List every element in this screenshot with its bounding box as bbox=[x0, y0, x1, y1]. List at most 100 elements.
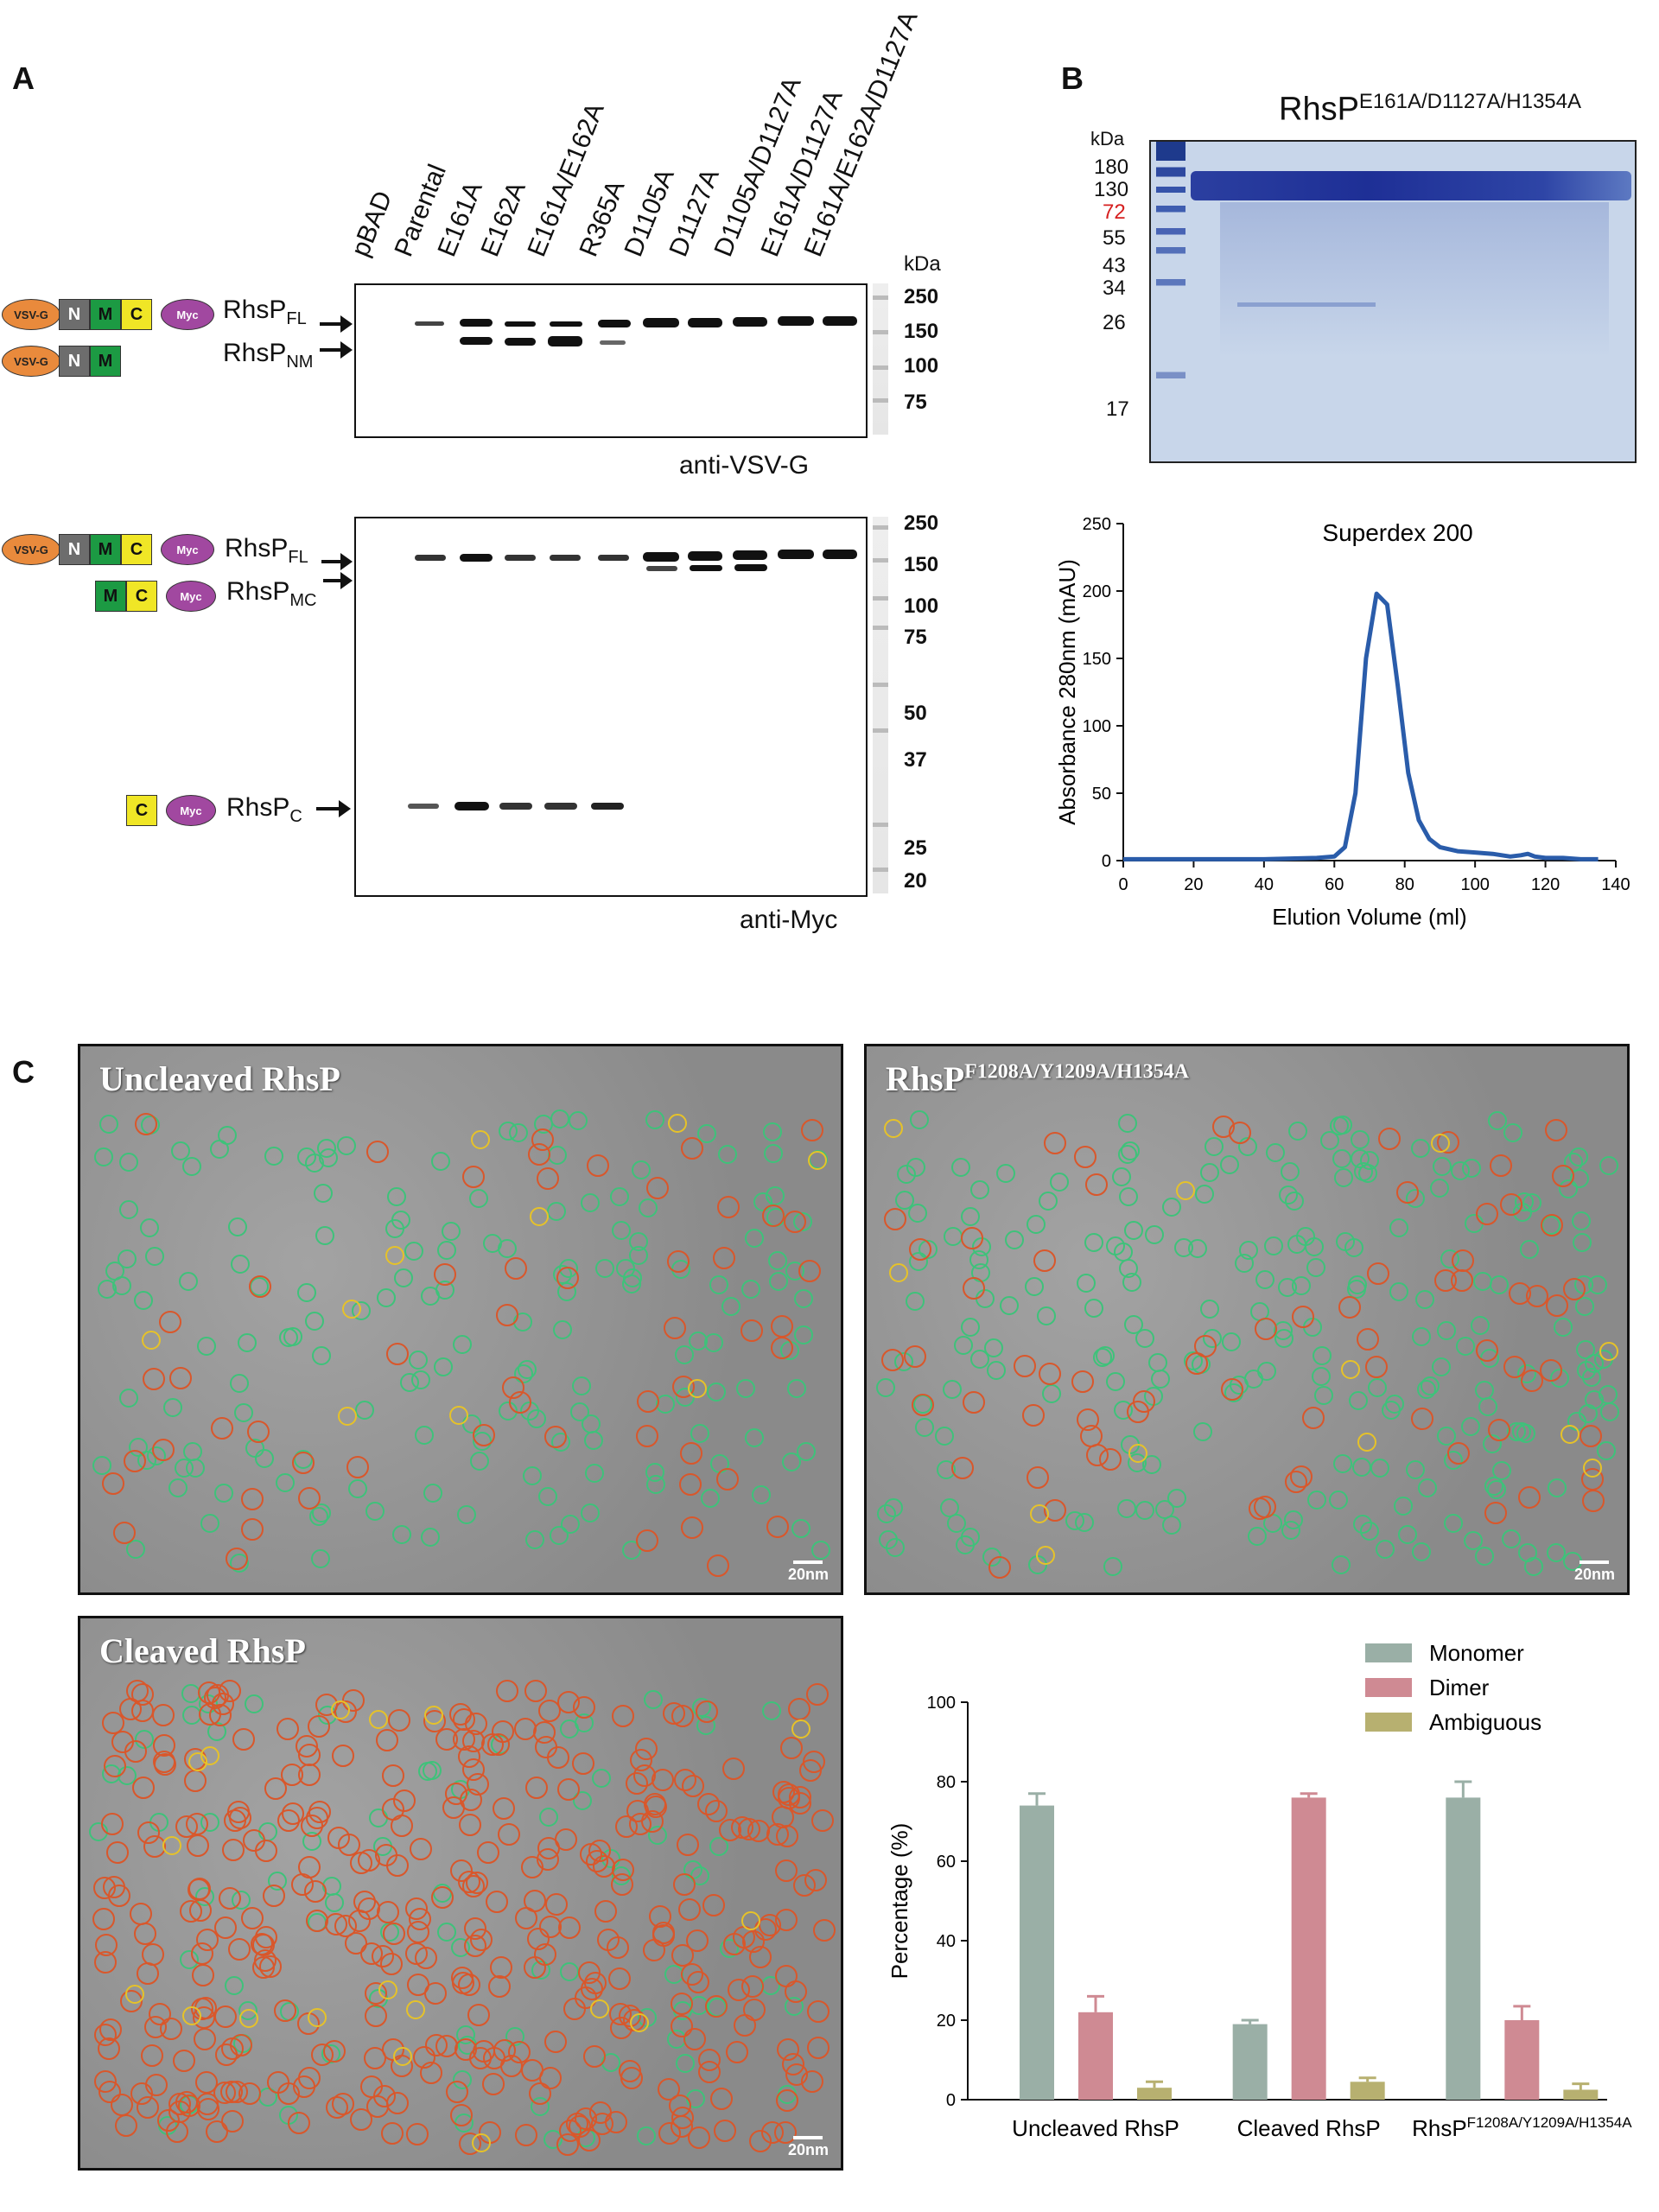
dimer-particle bbox=[678, 1897, 702, 1921]
monomer-particle bbox=[571, 1376, 591, 1396]
monomer-particle bbox=[404, 1242, 423, 1262]
arrow-icon bbox=[316, 800, 351, 817]
dimer-particle bbox=[571, 1752, 594, 1776]
dimer-particle bbox=[780, 1736, 804, 1759]
band bbox=[643, 552, 679, 562]
monomer-particle bbox=[312, 1345, 332, 1365]
monomer-particle bbox=[391, 1525, 411, 1545]
monomer-particle bbox=[1546, 1543, 1566, 1563]
monomer-particle bbox=[1219, 1154, 1239, 1174]
monomer-particle bbox=[1280, 1162, 1300, 1182]
monomer-particle bbox=[1572, 1211, 1592, 1231]
monomer-particle bbox=[570, 1402, 590, 1422]
x-tick-label: 40 bbox=[1255, 875, 1274, 894]
monomer-particle bbox=[934, 1426, 954, 1446]
monomer-particle bbox=[423, 1484, 442, 1503]
legend-label: Ambiguous bbox=[1429, 1709, 1541, 1735]
dimer-particle bbox=[698, 2049, 721, 2072]
monomer-particle bbox=[1348, 1391, 1368, 1411]
band bbox=[733, 550, 767, 560]
band bbox=[688, 551, 722, 561]
dimer-particle bbox=[523, 1956, 546, 1980]
monomer-particle bbox=[1263, 1236, 1283, 1256]
gel-marker-label: 26 bbox=[1103, 311, 1126, 334]
bar-ambiguous bbox=[1350, 2082, 1385, 2100]
dimer-particle bbox=[264, 1777, 288, 1800]
monomer-particle bbox=[182, 1157, 202, 1177]
domain-c: C bbox=[126, 581, 157, 612]
band bbox=[550, 555, 581, 561]
dimer-particle bbox=[806, 2037, 830, 2060]
category-label: Uncleaved RhsP bbox=[1012, 2115, 1179, 2141]
ambiguous-particle bbox=[470, 1129, 490, 1149]
dimer-particle bbox=[652, 1768, 675, 1791]
monomer-particle bbox=[943, 1379, 963, 1399]
monomer-particle bbox=[643, 1690, 663, 1710]
monomer-particle bbox=[1161, 1198, 1181, 1217]
arrow-icon bbox=[320, 315, 353, 333]
dimer-particle bbox=[450, 2104, 474, 2127]
dimer-particle bbox=[108, 1884, 131, 1907]
monomer-particle bbox=[1475, 1547, 1495, 1567]
legend-swatch bbox=[1365, 1643, 1412, 1662]
domain-m: M bbox=[90, 534, 121, 565]
monomer-particle bbox=[793, 1325, 813, 1344]
dimer-particle bbox=[476, 1840, 499, 1864]
marker-label: 100 bbox=[904, 594, 939, 618]
dimer-particle bbox=[544, 1893, 568, 1916]
dimer-particle bbox=[131, 1682, 155, 1706]
monomer-particle bbox=[1574, 1297, 1594, 1317]
monomer-particle bbox=[751, 1485, 771, 1505]
monomer-particle bbox=[1524, 1556, 1544, 1576]
y-tick-label: 50 bbox=[1092, 785, 1111, 804]
legend-swatch bbox=[1365, 1713, 1412, 1732]
domain-m: M bbox=[90, 299, 121, 330]
monomer-particle bbox=[674, 1344, 694, 1364]
monomer-particle bbox=[523, 1465, 543, 1485]
dimer-particle bbox=[274, 1999, 297, 2022]
monomer-particle bbox=[764, 1143, 784, 1163]
dimer-particle bbox=[774, 1859, 798, 1882]
dimer-particle bbox=[1289, 1465, 1313, 1489]
dimer-particle bbox=[263, 1885, 286, 1908]
gel-protein-band bbox=[1191, 171, 1631, 200]
dimer-particle bbox=[115, 2113, 138, 2137]
monomer-particle bbox=[768, 1272, 788, 1292]
oligomer-state-bar-chart: 0 20 40 60 80 100 Percentage (%) Uncleaved RhsP… bbox=[887, 1640, 1632, 2141]
dimer-particle bbox=[387, 1708, 410, 1732]
dimer-particle bbox=[219, 1886, 242, 1910]
dimer-particle bbox=[145, 2073, 168, 2096]
legend-swatch bbox=[1365, 1678, 1412, 1697]
dimer-particle bbox=[386, 1342, 410, 1365]
ambiguous-particle bbox=[124, 1984, 144, 2004]
bar-dimer bbox=[1504, 2020, 1540, 2100]
monomer-particle bbox=[117, 1249, 137, 1268]
dimer-particle bbox=[1033, 1249, 1056, 1272]
rhsp-c-label: RhsPC bbox=[226, 793, 302, 826]
dimer-particle bbox=[291, 1451, 315, 1474]
monomer-particle bbox=[119, 1153, 139, 1173]
monomer-particle bbox=[546, 1202, 566, 1222]
monomer-particle bbox=[118, 1200, 138, 1220]
domain-n: N bbox=[59, 299, 90, 330]
monomer-particle bbox=[305, 1311, 325, 1331]
dimer-particle bbox=[740, 1319, 763, 1343]
dimer-particle bbox=[213, 2005, 237, 2028]
dimer-particle bbox=[1541, 1214, 1564, 1237]
monomer-particle bbox=[1116, 1499, 1136, 1519]
gel-marker-label-highlight: 72 bbox=[1103, 200, 1126, 224]
monomer-particle bbox=[1084, 1232, 1103, 1252]
monomer-particle bbox=[572, 1790, 592, 1810]
category-label: RhsPF1208A/Y1209A/H1354A bbox=[1412, 2114, 1632, 2141]
dimer-particle bbox=[772, 1806, 795, 1829]
ambiguous-particle bbox=[385, 1246, 405, 1266]
band bbox=[733, 317, 767, 327]
dimer-particle bbox=[187, 1878, 210, 1902]
dimer-particle bbox=[481, 2073, 505, 2096]
ambiguous-particle bbox=[331, 1700, 351, 1719]
ambiguous-particle bbox=[1357, 1433, 1376, 1452]
dimer-particle bbox=[296, 1735, 319, 1758]
monomer-particle bbox=[99, 1114, 119, 1134]
dimer-particle bbox=[350, 2107, 373, 2131]
dimer-particle bbox=[252, 1934, 276, 1957]
